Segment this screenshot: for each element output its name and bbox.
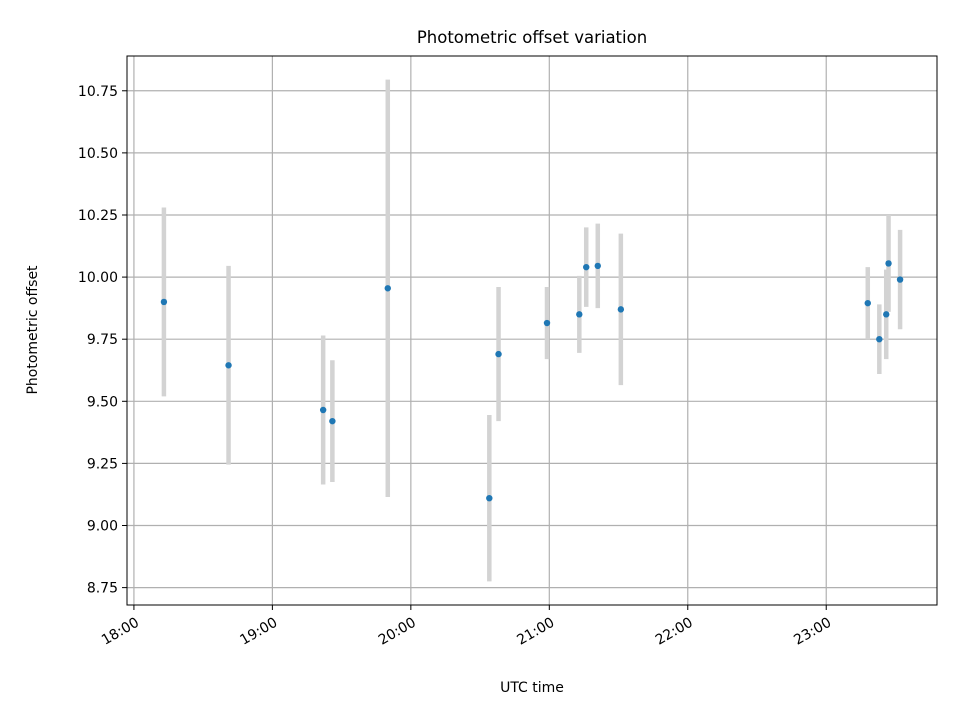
- data-point: [329, 417, 336, 425]
- y-tick-label: 9.25: [87, 456, 118, 472]
- y-tick-label: 10.00: [78, 270, 118, 286]
- y-tick-label: 10.75: [78, 84, 118, 100]
- y-tick-label: 9.50: [87, 394, 118, 410]
- data-point: [883, 311, 890, 318]
- data-point: [896, 276, 904, 283]
- data-point: [384, 285, 391, 292]
- data-point: [885, 260, 892, 267]
- data-point: [617, 306, 625, 313]
- data-points: [160, 260, 904, 502]
- data-point: [583, 263, 590, 271]
- data-point: [495, 350, 502, 358]
- plot-frame: [126, 55, 938, 606]
- y-tick-label: 10.25: [78, 208, 118, 224]
- y-tick-label: 8.75: [87, 581, 118, 597]
- data-point: [319, 406, 327, 414]
- data-point: [225, 362, 232, 369]
- data-point: [594, 262, 601, 270]
- grid: [127, 56, 937, 605]
- y-tick-label: 9.00: [87, 519, 118, 535]
- data-point: [576, 311, 583, 318]
- chart-title: Photometric offset variation: [417, 28, 647, 47]
- data-point: [486, 494, 493, 502]
- data-point: [864, 299, 871, 307]
- data-point: [160, 298, 168, 306]
- y-tick-label: 9.75: [87, 332, 118, 348]
- x-axis-label: UTC time: [500, 680, 564, 696]
- data-point: [543, 319, 551, 327]
- data-point: [876, 335, 883, 343]
- y-axis-label: Photometric offset: [25, 265, 41, 395]
- y-axis-ticks: 8.75 9.00 9.25 9.50 9.75 10.00 10.25 10.50 10.75: [78, 84, 127, 597]
- y-tick-label: 10.50: [78, 146, 118, 162]
